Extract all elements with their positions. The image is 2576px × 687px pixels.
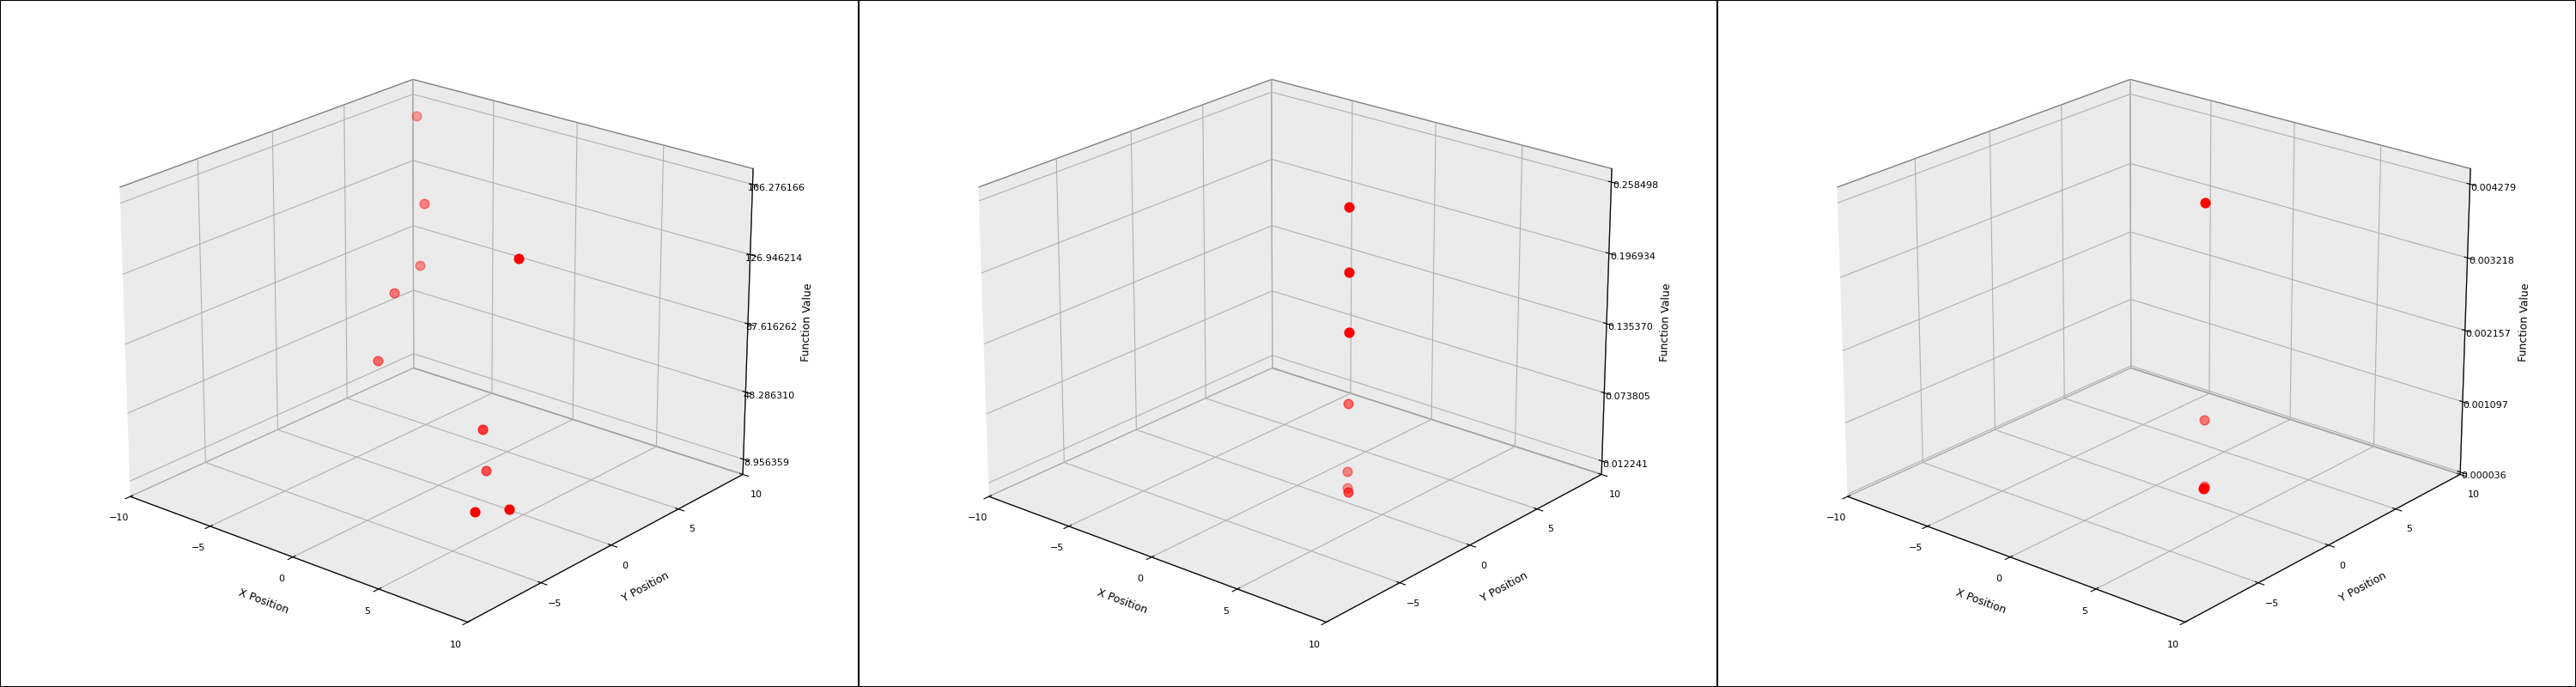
Y-axis label: Y Position: Y Position [1479, 570, 1530, 604]
X-axis label: X Position: X Position [1095, 587, 1149, 616]
X-axis label: X Position: X Position [1955, 587, 2007, 616]
X-axis label: X Position: X Position [237, 587, 291, 616]
Y-axis label: Y Position: Y Position [621, 570, 670, 604]
Y-axis label: Y Position: Y Position [2336, 570, 2388, 604]
